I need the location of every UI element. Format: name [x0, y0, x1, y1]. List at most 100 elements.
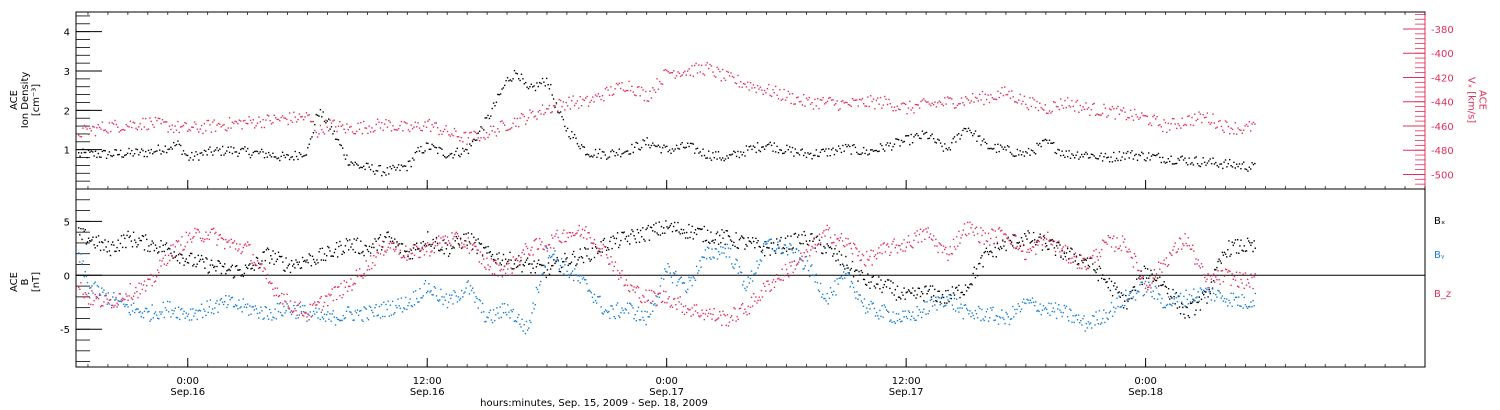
b-series-2-point: [269, 281, 271, 283]
density-series-point: [315, 113, 317, 116]
density-series-point: [544, 85, 546, 87]
density-series-point: [526, 86, 528, 88]
b-series-2-point: [292, 311, 294, 313]
b-series-2-point: [956, 236, 958, 238]
density-series-point: [244, 146, 246, 148]
density-series-point: [365, 162, 368, 164]
b-series-0-point: [269, 262, 271, 264]
density-series-point: [579, 147, 581, 150]
b-series-1-point: [575, 274, 577, 276]
density-series-point: [668, 149, 671, 151]
b-series-0-point: [150, 243, 152, 246]
vx-series-point: [93, 126, 95, 128]
b-series-1-point: [1086, 327, 1089, 329]
b-series-2-point: [1080, 254, 1082, 256]
b-series-0-point: [593, 256, 596, 259]
b-series-0-point: [1061, 250, 1063, 252]
b-series-0-point: [668, 226, 670, 228]
vx-series-point: [559, 99, 562, 102]
density-series-point: [899, 145, 901, 147]
b-series-1-point: [780, 252, 782, 255]
density-series-point: [202, 154, 204, 156]
density-series-point: [1087, 157, 1090, 159]
b-series-1-point: [478, 298, 480, 301]
b-series-0-point: [424, 243, 427, 245]
b-series-2-point: [919, 228, 922, 230]
b-series-1-point: [165, 309, 168, 311]
b-series-2-point: [951, 253, 954, 255]
b-series-0-point: [509, 251, 511, 254]
density-series-point: [1120, 159, 1122, 162]
b-series-0-point: [1232, 244, 1234, 246]
b-series-0-point: [545, 276, 547, 279]
b-series-2-point: [1127, 251, 1129, 253]
vx-series-point: [1184, 123, 1186, 126]
density-series-point: [752, 145, 755, 147]
vx-series-point: [1146, 115, 1148, 118]
b-series-0-point: [605, 249, 608, 251]
b-series-2-point: [349, 285, 351, 287]
b-series-0-point: [830, 248, 833, 250]
b-series-0-point: [1230, 253, 1232, 256]
density-series-point: [763, 148, 766, 150]
b-series-2-point: [949, 245, 951, 248]
b-series-2-point: [1197, 259, 1199, 261]
vx-series-point: [101, 121, 104, 123]
b-series-0-point: [569, 263, 572, 265]
b-series-0-point: [990, 250, 992, 252]
b-series-1-point: [972, 314, 974, 317]
b-series-0-point: [872, 275, 874, 278]
vx-series-point: [967, 99, 970, 101]
b-series-1-point: [1029, 299, 1031, 301]
density-series-point: [403, 165, 405, 167]
b-series-0-point: [1209, 292, 1211, 295]
b-series-1-point: [529, 319, 531, 322]
b-series-1-point: [1238, 296, 1240, 298]
density-series-point: [1230, 165, 1232, 167]
b-series-1-point: [749, 277, 752, 280]
vx-series-point: [140, 128, 143, 130]
b-series-1-point: [412, 291, 415, 293]
b-series-0-point: [355, 239, 358, 241]
b-series-1-point: [227, 304, 229, 306]
density-series-point: [288, 158, 291, 161]
b-series-0-point: [97, 235, 100, 237]
b-series-2-point: [387, 246, 389, 248]
b-series-1-point: [1189, 301, 1192, 303]
b-series-1-point: [234, 304, 237, 306]
b-series-0-point: [1121, 294, 1124, 297]
vx-series-point: [780, 99, 782, 101]
b-series-0-point: [126, 234, 128, 237]
vx-series-point: [629, 89, 632, 92]
vx-series-point: [537, 111, 539, 113]
vx-series-point: [941, 103, 943, 105]
b-series-0-point: [699, 228, 701, 230]
b-series-1: [78, 238, 1256, 335]
b-series-2-point: [855, 247, 857, 249]
vx-series-point: [541, 104, 544, 106]
density-series-point: [608, 156, 611, 158]
b-series-1-point: [80, 253, 82, 255]
vx-series-point: [125, 124, 127, 126]
density-series-point: [923, 133, 925, 135]
vx-series-point: [709, 63, 711, 66]
vx-series-point: [924, 100, 926, 102]
b-series-0-point: [577, 259, 579, 261]
b-series-1-point: [502, 312, 505, 314]
b-series-1-point: [569, 273, 572, 276]
b-series-0-point: [719, 234, 721, 237]
b-series-0-point: [951, 286, 954, 288]
b-series-0-point: [907, 289, 910, 291]
b-series-0-point: [804, 234, 806, 237]
b-series-2-point: [814, 243, 816, 246]
b-series-0-point: [116, 246, 118, 249]
density-series-point: [256, 150, 259, 153]
vx-series-point: [180, 126, 182, 128]
b-series-1-point: [648, 316, 651, 318]
density-series-point: [1128, 157, 1130, 159]
b-series-1-point: [465, 287, 467, 289]
vx-series-point: [593, 101, 595, 103]
b-series-0-point: [885, 286, 888, 288]
b-series-2-point: [740, 304, 743, 306]
density-series-point: [396, 166, 398, 169]
